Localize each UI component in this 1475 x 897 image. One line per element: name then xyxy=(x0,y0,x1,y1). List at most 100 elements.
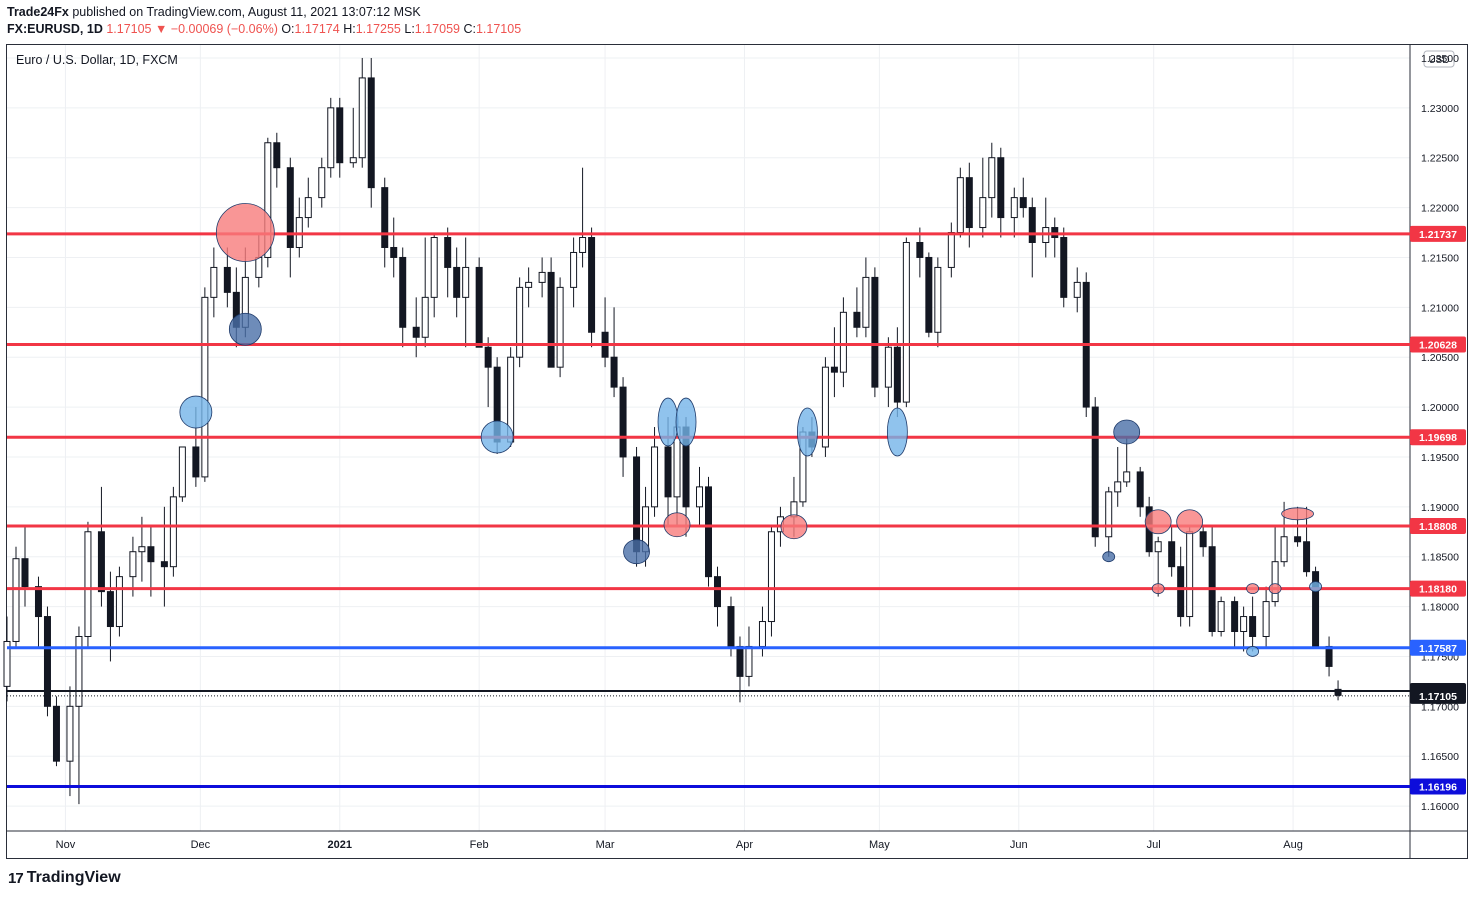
last-price-tag xyxy=(1410,687,1466,704)
candle-up-body xyxy=(556,286,564,368)
author-name[interactable]: Trade24Fx xyxy=(7,5,69,19)
candle xyxy=(201,287,209,482)
candle xyxy=(367,57,375,208)
level-price-tag xyxy=(1410,580,1466,597)
candle-up-body xyxy=(115,576,123,628)
candle xyxy=(1060,227,1068,308)
level-price-label: 1.20628 xyxy=(1419,339,1457,351)
level-price-tag xyxy=(1410,429,1466,446)
candle-down-body xyxy=(997,157,1005,219)
candle-down-body xyxy=(1334,688,1342,696)
candle-up-body xyxy=(1186,531,1194,618)
candle-up-body xyxy=(421,296,429,338)
candle-up-body xyxy=(839,311,847,373)
candle xyxy=(84,521,92,647)
candle-up-body xyxy=(349,157,357,164)
x-tick-label: Jun xyxy=(1010,839,1028,851)
candle-up-body xyxy=(862,276,870,328)
candle xyxy=(1199,526,1207,557)
candle-down-body xyxy=(965,177,973,229)
candle xyxy=(336,97,344,178)
candle xyxy=(579,167,587,268)
candle xyxy=(1262,586,1270,647)
candle-down-body xyxy=(412,326,420,338)
candle xyxy=(1136,466,1144,517)
candle xyxy=(430,232,438,318)
candle xyxy=(295,197,303,258)
candle-up-body xyxy=(84,531,92,637)
candle xyxy=(462,237,470,348)
candle xyxy=(129,536,137,597)
candle-up-body xyxy=(12,558,20,642)
candle xyxy=(381,177,389,268)
annotations xyxy=(179,203,1322,657)
candle xyxy=(304,177,312,228)
tradingview-brand[interactable]: 17 TradingView xyxy=(8,869,121,887)
candle xyxy=(997,147,1005,238)
candle xyxy=(75,626,83,805)
annotation-circle xyxy=(657,397,679,447)
candle-up-body xyxy=(947,232,955,268)
candle-up-body xyxy=(516,286,524,358)
candle-up-body xyxy=(1105,491,1113,538)
candle xyxy=(988,142,996,218)
candle-down-body xyxy=(223,266,231,293)
annotation-circle xyxy=(1309,581,1322,593)
candle xyxy=(1240,606,1248,652)
candle xyxy=(696,466,704,527)
y-tick-label: 1.22500 xyxy=(1421,153,1459,165)
level-price-label: 1.17587 xyxy=(1419,643,1457,655)
candle-down-body xyxy=(484,346,492,368)
candle-down-body xyxy=(664,446,672,498)
y-tick-label: 1.17000 xyxy=(1421,701,1459,713)
candle-up-body xyxy=(767,531,775,623)
annotation-circle xyxy=(1246,646,1260,657)
y-tick-label: 1.23000 xyxy=(1421,103,1459,115)
candle-down-body xyxy=(52,705,60,762)
candle xyxy=(1019,177,1027,218)
candle xyxy=(210,247,218,318)
candle-down-body xyxy=(286,167,294,248)
candle xyxy=(916,227,924,278)
candle xyxy=(745,626,753,687)
candle-up-body xyxy=(696,486,704,508)
candle-up-body xyxy=(462,266,470,298)
candle xyxy=(1217,596,1225,637)
candle-down-body xyxy=(925,256,933,333)
candle xyxy=(525,267,533,308)
candle xyxy=(1271,526,1279,607)
high-label: H: xyxy=(339,22,356,36)
candle xyxy=(538,257,546,298)
candle xyxy=(1091,397,1099,547)
annotation-circle xyxy=(1144,509,1172,535)
last-price-value: 1.17105 xyxy=(102,22,152,36)
candle xyxy=(1123,437,1131,487)
x-tick-label: 2021 xyxy=(328,839,352,851)
candle xyxy=(767,526,775,637)
candle-up-body xyxy=(934,266,942,333)
candle-down-body xyxy=(1091,406,1099,538)
level-price-tag xyxy=(1410,517,1466,534)
tradingview-wordmark: TradingView xyxy=(26,869,121,886)
candle-up-body xyxy=(745,645,753,677)
candle xyxy=(178,446,186,502)
candle xyxy=(223,247,231,308)
candle-up-body xyxy=(579,237,587,253)
candles xyxy=(3,57,1342,805)
candle xyxy=(1177,546,1185,627)
candle xyxy=(884,337,892,408)
annotation-circle xyxy=(1102,551,1116,563)
candle xyxy=(484,337,492,408)
annotation-circle xyxy=(1281,507,1314,521)
candle xyxy=(138,516,146,582)
grid-lines xyxy=(7,45,1410,831)
candle xyxy=(453,247,461,318)
candle xyxy=(115,566,123,637)
candle xyxy=(610,307,618,398)
ohlc-legend: FX:EURUSD, 1D 1.17105 ▼ −0.00069 (−0.06%… xyxy=(7,22,521,36)
candle-up-body xyxy=(255,256,263,278)
level-price-tag xyxy=(1410,639,1466,656)
candle-down-body xyxy=(444,237,452,268)
chart-frame xyxy=(6,44,1468,859)
